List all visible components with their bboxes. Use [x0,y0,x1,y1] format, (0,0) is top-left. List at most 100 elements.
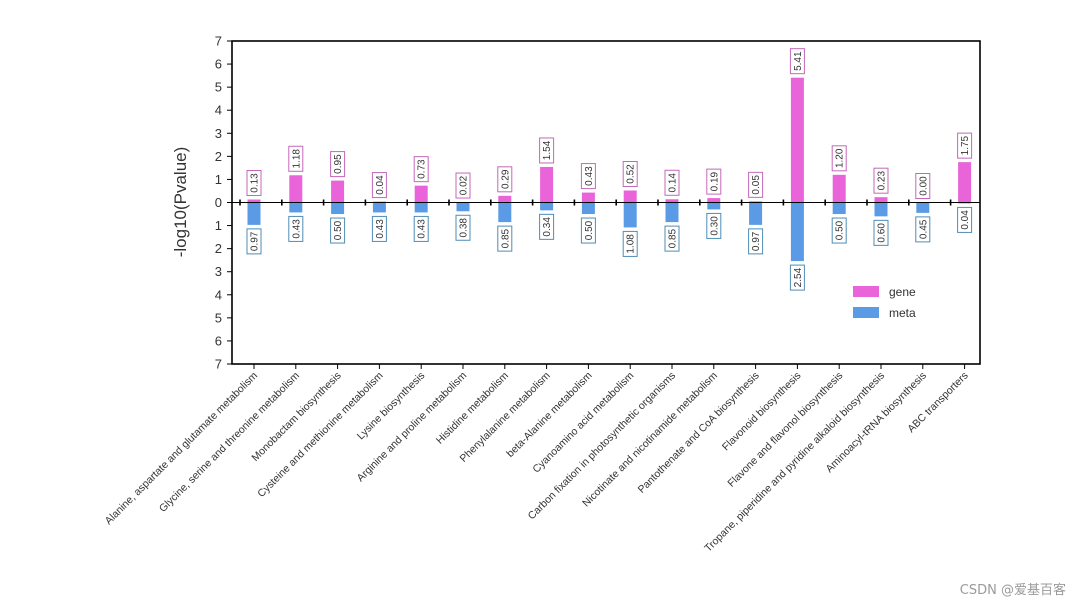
gene-label-box [246,170,262,197]
meta-value-label: 0.38 [459,218,470,238]
bar-meta [916,202,930,213]
meta-label-box [246,228,262,255]
gene-value-label: 0.05 [751,175,762,195]
gene-label-box [789,48,805,75]
gene-label-box [748,171,764,198]
gene-label-box [539,137,555,164]
gene-value-label: 0.00 [918,176,929,196]
plot-frame [231,40,981,365]
bar-meta [414,202,428,213]
y-tick-label: 3 [215,264,222,279]
y-tick-label: 4 [215,103,222,118]
bar-gene [247,199,261,203]
bar-meta [749,202,763,225]
meta-label-box [789,264,805,291]
meta-label-box [873,219,889,246]
meta-value-label: 0.30 [709,216,720,236]
meta-value-label: 1.08 [626,234,637,254]
x-tick-label: Flavonoid biosynthesis [720,370,804,454]
y-axis-label: -log10(Pvalue) [171,147,190,258]
meta-label-box [539,213,555,240]
gene-value-label: 0.29 [500,169,511,189]
meta-label-box [413,215,429,242]
meta-label-box [748,228,764,255]
gene-label-box [330,151,346,178]
y-tick-label: 3 [215,126,222,141]
bar-meta [289,202,303,213]
gene-label-box [413,156,429,183]
bar-gene [414,185,428,203]
bar-gene [707,198,721,203]
bar-meta [331,202,345,215]
bar-gene [749,201,763,203]
bar-gene [498,195,512,203]
gene-value-label: 1.20 [835,148,846,168]
bar-gene [790,77,804,203]
legend-label-meta: meta [889,306,916,320]
gene-value-label: 1.18 [291,149,302,169]
meta-value-label: 0.50 [835,220,846,240]
y-tick-label: 6 [215,57,222,72]
meta-label-box [288,215,304,242]
bar-meta [623,202,637,228]
y-tick-label: 2 [215,149,222,164]
legend-label-gene: gene [889,285,916,299]
meta-value-label: 0.97 [250,231,261,251]
bar-gene [331,180,345,203]
y-tick-label: 7 [215,34,222,49]
meta-label-box [371,215,387,242]
bar-gene [289,175,303,203]
meta-value-label: 0.43 [375,219,386,239]
meta-value-label: 0.50 [584,220,595,240]
meta-value-label: 0.85 [500,228,511,248]
gene-label-box [706,168,722,195]
bar-gene [581,192,595,203]
meta-label-box [455,214,471,241]
meta-value-label: 0.43 [417,219,428,239]
gene-value-label: 0.14 [668,173,679,193]
gene-value-label: 0.02 [459,175,470,195]
x-tick-label: Histidine metabolism [434,369,511,446]
gene-label-box [455,172,471,199]
bar-gene [832,174,846,203]
gene-label-box [831,145,847,172]
bar-gene [958,162,972,203]
bar-meta [498,202,512,223]
bar-meta [581,202,595,215]
y-tick-label: 2 [215,241,222,256]
bar-meta [665,202,679,223]
bar-gene [874,197,888,203]
x-axis-tick-labels: Alanine, aspartate and glutamate metabol… [103,369,971,554]
gene-label-box [497,166,513,193]
y-tick-label: 0 [215,195,222,210]
gene-label-box [873,167,889,194]
y-tick-label: 1 [215,218,222,233]
gene-label-box [957,132,973,159]
gene-label-box [622,161,638,188]
x-axis-ticks [239,199,966,369]
y-tick-label: 1 [215,172,222,187]
meta-value-label: 0.04 [960,210,971,230]
y-tick-label: 4 [215,287,222,302]
meta-value-label: 0.45 [918,219,929,239]
data-labels: 0.13 0.97 1.18 0.43 0.95 0.50 0.04 0.43 0.73 0.43… [246,48,973,291]
legend-swatch-meta [853,307,879,318]
gene-value-label: 0.43 [584,166,595,186]
x-tick-label: Carbon fixation in photosynthetic organi… [526,370,679,523]
gene-value-label: 0.23 [877,171,888,191]
y-tick-label: 5 [215,80,222,95]
meta-label-box [706,212,722,239]
bar-gene [665,199,679,203]
gene-value-label: 0.04 [375,175,386,195]
gene-value-label: 0.95 [333,154,344,174]
bar-meta [372,202,386,213]
y-tick-label: 7 [215,357,222,372]
meta-label-box [580,217,596,244]
gene-label-box [288,145,304,172]
gene-value-label: 0.73 [417,159,428,179]
gene-label-box [915,173,931,199]
gene-label-box [664,169,680,196]
bar-meta [247,202,261,225]
meta-label-box [497,225,513,252]
